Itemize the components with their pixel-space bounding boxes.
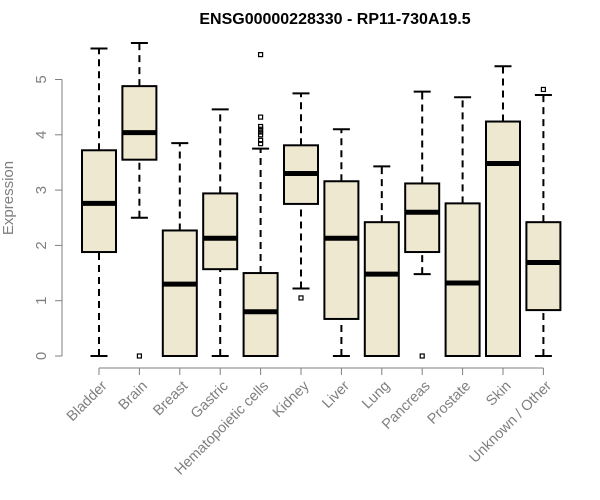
iqr-box [323, 180, 360, 320]
iqr-box [404, 182, 441, 254]
iqr-box [202, 192, 239, 271]
box-prostate [444, 96, 481, 357]
outlier-point [258, 137, 264, 143]
y-tick-label: 3 [33, 186, 50, 194]
outlier-point [419, 353, 425, 359]
boxes-group [81, 42, 562, 359]
iqr-box [444, 202, 481, 357]
box-gastric [202, 108, 239, 357]
outlier-point [540, 86, 547, 93]
box-kidney [283, 92, 319, 301]
box-breast [161, 142, 198, 357]
box-pancreas [404, 90, 441, 359]
outlier-point [258, 126, 264, 132]
box-bladder [81, 47, 117, 357]
iqr-box [242, 272, 279, 357]
iqr-box [363, 221, 400, 357]
iqr-box [161, 229, 198, 357]
y-tick-label: 1 [33, 297, 50, 305]
outlier-point [298, 295, 304, 301]
x-tick-label: Kidney [270, 378, 313, 421]
box-lung [363, 165, 400, 357]
outlier-point [258, 52, 264, 58]
y-axis-label: Expression [0, 161, 17, 235]
iqr-box [525, 221, 562, 312]
x-tick-label: Breast [150, 378, 191, 419]
outlier-point [258, 123, 264, 130]
y-tick-label: 4 [33, 131, 50, 139]
y-axis: 0 1 2 3 4 5 [33, 75, 63, 360]
x-tick-label: Liver [319, 378, 353, 412]
outlier-point [258, 141, 264, 147]
box-liver [323, 128, 360, 357]
outlier-point [258, 129, 264, 135]
iqr-box [485, 120, 521, 357]
y-tick-label: 2 [33, 241, 50, 249]
chart-title: ENSG00000228330 - RP11-730A19.5 [199, 11, 470, 28]
box-hematopoietic-cells [242, 52, 279, 357]
y-tick-label: 0 [33, 352, 50, 360]
x-tick-label: Brain [116, 378, 151, 413]
x-tick-label: Lung [359, 378, 393, 412]
box-brain [121, 42, 158, 359]
outlier-point [136, 353, 142, 359]
box-skin [485, 65, 521, 357]
outlier-point [258, 132, 264, 138]
x-tick-label: Skin [483, 378, 514, 409]
x-tick-label: Bladder [64, 378, 111, 425]
x-tick-label: Prostate [425, 378, 474, 427]
iqr-box [121, 85, 158, 161]
y-tick-label: 5 [33, 75, 50, 83]
outlier-point [258, 114, 264, 120]
box-unknown-other [525, 86, 562, 357]
